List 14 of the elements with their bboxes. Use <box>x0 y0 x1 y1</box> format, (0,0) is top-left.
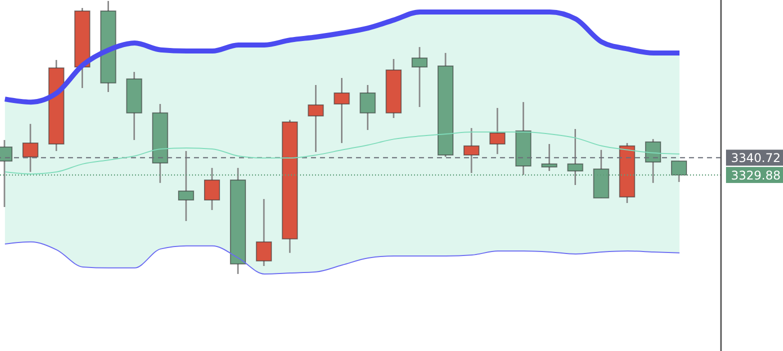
candlestick <box>360 84 376 131</box>
candlestick <box>463 127 480 174</box>
y-tick-label: 3340.72 <box>731 151 781 166</box>
line-series <box>4 132 680 174</box>
candlestick <box>204 167 220 211</box>
candlestick <box>489 107 506 155</box>
y-tick-label: 3329.88 <box>731 168 781 182</box>
candlestick <box>308 84 324 153</box>
candlestick <box>541 143 558 172</box>
line-series <box>4 241 680 274</box>
candlestick <box>334 77 350 144</box>
candlestick <box>412 46 428 108</box>
candlestick <box>22 123 38 173</box>
candlestick <box>256 198 272 267</box>
